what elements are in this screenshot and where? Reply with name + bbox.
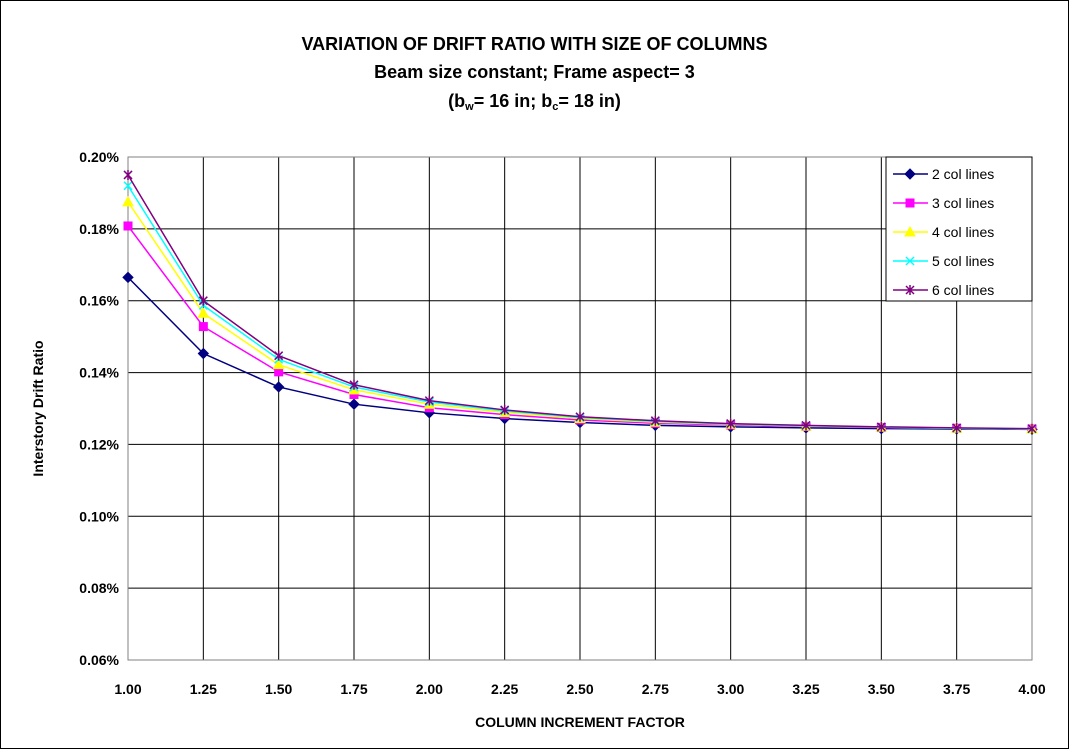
data-point <box>349 379 359 390</box>
data-point <box>801 420 811 431</box>
x-tick-label: 3.25 <box>792 681 819 697</box>
data-point <box>198 295 208 306</box>
x-tick-label: 1.00 <box>114 681 141 697</box>
x-tick-label: 2.50 <box>566 681 593 697</box>
data-point <box>197 307 210 318</box>
y-tick-label: 0.14% <box>79 365 119 381</box>
legend-entry: 3 col lines <box>932 195 994 211</box>
data-point <box>198 322 208 332</box>
x-tick-label: 3.50 <box>868 681 895 697</box>
y-tick-label: 0.10% <box>79 508 119 524</box>
data-point <box>123 221 133 231</box>
y-tick-label: 0.18% <box>79 221 119 237</box>
data-point <box>348 398 360 410</box>
legend-entry: 5 col lines <box>932 253 994 269</box>
legend: 2 col lines 3 col lines 4 col lines 5 col l… <box>885 156 1033 302</box>
x-tick-label: 1.75 <box>340 681 367 697</box>
legend-marker <box>904 225 916 237</box>
data-point <box>197 347 210 360</box>
chart-title: VARIATION OF DRIFT RATIO WITH SIZE OF CO… <box>301 34 768 54</box>
legend-entry: 4 col lines <box>932 224 994 240</box>
y-tick-label: 0.20% <box>79 149 119 165</box>
x-tick-label: 2.25 <box>491 681 518 697</box>
legend-marker <box>904 168 916 180</box>
data-point <box>876 421 886 432</box>
data-point <box>575 411 585 422</box>
y-tick-label: 0.12% <box>79 436 119 452</box>
data-point <box>122 271 134 284</box>
y-tick-label: 0.16% <box>79 293 119 309</box>
legend-entry: 6 col lines <box>932 282 994 298</box>
data-point <box>274 350 284 361</box>
y-tick-label: 0.08% <box>79 580 119 596</box>
data-point <box>726 418 736 429</box>
y-axis-title: Interstory Drift Ratio <box>30 340 46 476</box>
series-5 <box>123 169 1037 434</box>
legend-entry: 2 col lines <box>932 166 994 182</box>
x-axis-title: COLUMN INCREMENT FACTOR <box>475 714 685 730</box>
y-tick-label: 0.06% <box>79 652 119 668</box>
data-point <box>424 395 434 406</box>
data-point <box>123 169 133 180</box>
plot-border <box>127 156 1033 661</box>
plot-frame <box>127 156 1033 661</box>
data-point <box>952 422 962 433</box>
data-point <box>650 415 660 426</box>
data-point <box>500 404 510 415</box>
x-tick-label: 1.25 <box>190 681 217 697</box>
x-tick-label: 1.50 <box>265 681 292 697</box>
x-tick-label: 2.00 <box>416 681 443 697</box>
series-layer <box>122 169 1038 436</box>
x-tick-label: 3.75 <box>943 681 970 697</box>
x-tick-label: 4.00 <box>1018 681 1045 697</box>
data-point <box>122 195 134 207</box>
x-axis-ticks: 1.00 1.25 1.50 1.75 2.00 2.25 2.50 2.75 3.00 3.25… <box>114 681 1045 697</box>
data-point <box>123 181 133 191</box>
chart-subtitle-dimensions: (bw= 16 in; bc= 18 in) <box>448 91 621 113</box>
legend-marker <box>905 198 915 208</box>
x-tick-label: 3.00 <box>717 681 744 697</box>
legend-marker <box>905 285 915 295</box>
data-point <box>272 358 285 370</box>
y-axis-ticks: 0.06% 0.08% 0.10% 0.12% 0.14% 0.16% 0.18% 0.20% <box>79 149 119 668</box>
data-point <box>272 381 285 393</box>
legend-marker <box>905 256 915 266</box>
x-tick-label: 2.75 <box>642 681 669 697</box>
data-point <box>1027 423 1037 434</box>
chart-subtitle: Beam size constant; Frame aspect= 3 <box>374 62 695 82</box>
